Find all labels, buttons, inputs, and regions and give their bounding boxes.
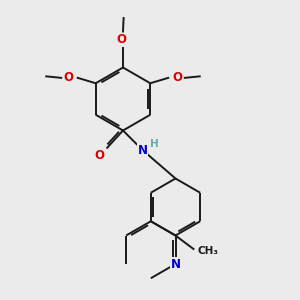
Text: N: N bbox=[137, 143, 148, 157]
Text: O: O bbox=[172, 71, 182, 84]
Text: N: N bbox=[170, 257, 181, 271]
Text: O: O bbox=[116, 33, 127, 46]
Text: H: H bbox=[149, 139, 158, 149]
Text: O: O bbox=[94, 148, 104, 162]
Text: O: O bbox=[64, 71, 74, 84]
Text: CH₃: CH₃ bbox=[197, 245, 218, 256]
